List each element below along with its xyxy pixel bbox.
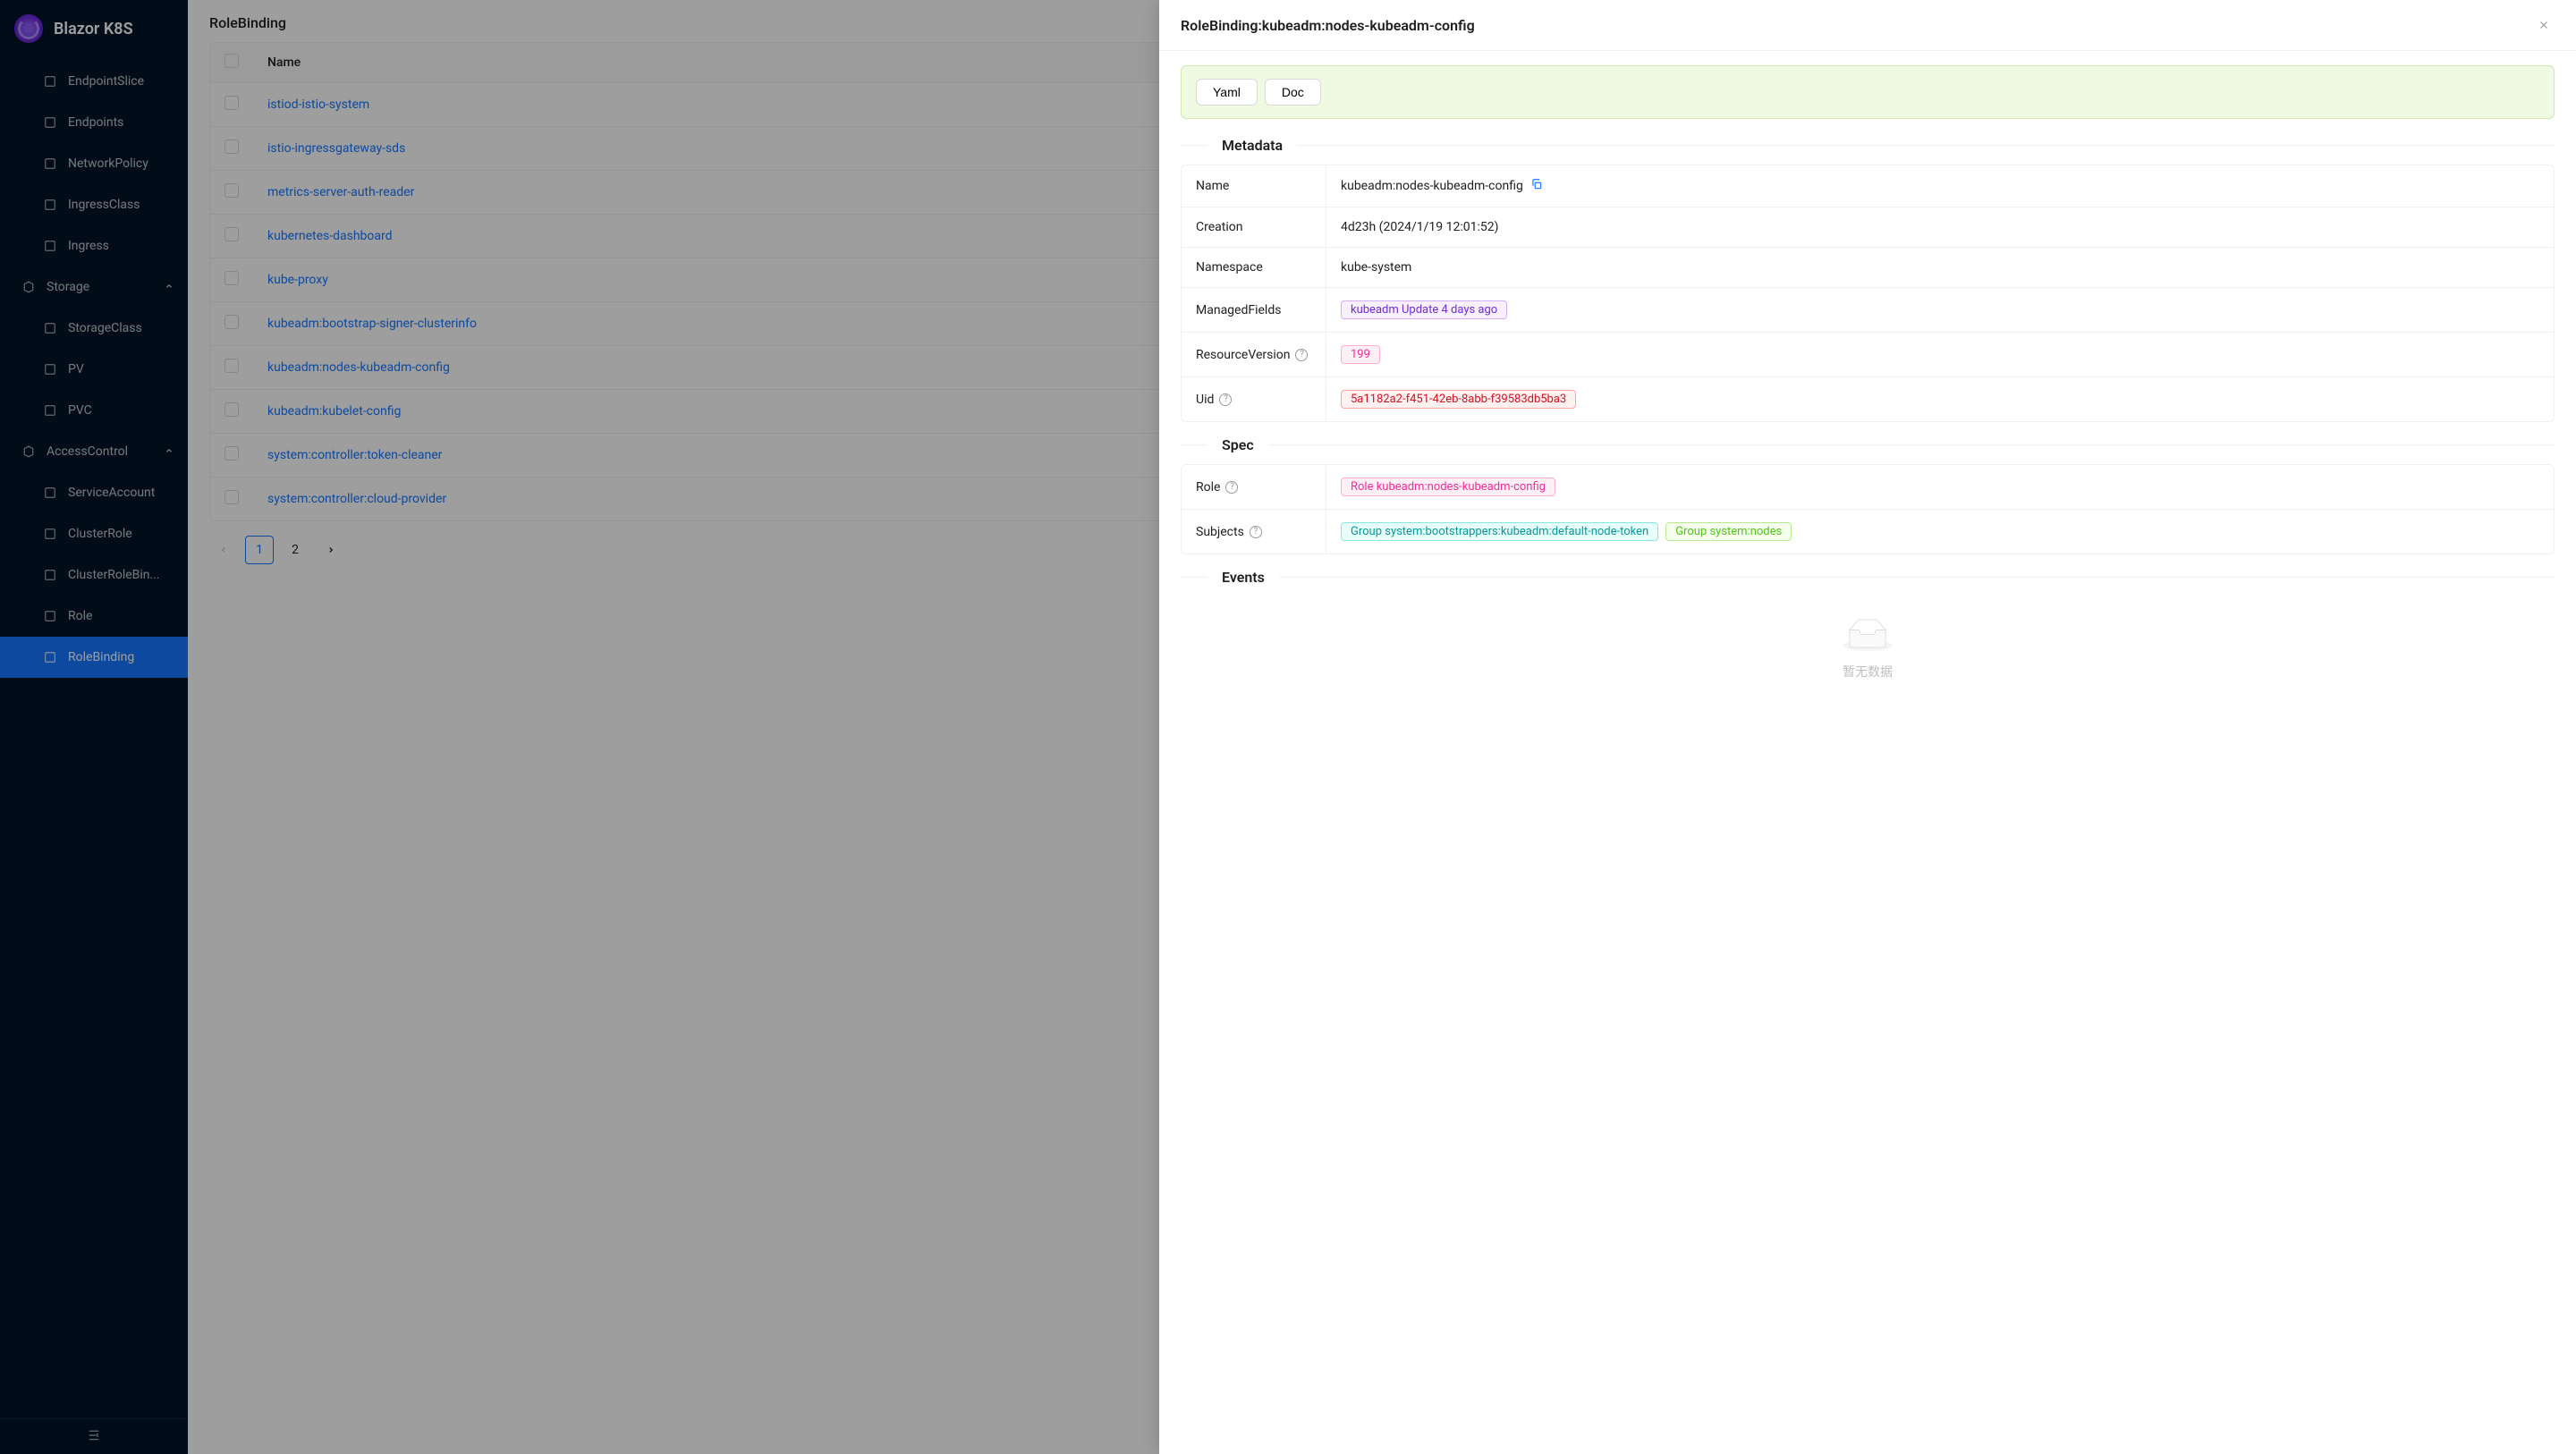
spec-label-subjects: Subjects	[1196, 525, 1244, 539]
section-spec: Spec	[1181, 436, 2555, 453]
yaml-button[interactable]: Yaml	[1196, 79, 1258, 106]
drawer-title: RoleBinding:kubeadm:nodes-kubeadm-config	[1181, 17, 1475, 34]
drawer-header: RoleBinding:kubeadm:nodes-kubeadm-config	[1159, 0, 2576, 51]
metadata-label-uid: Uid	[1196, 393, 1214, 407]
empty-icon	[1843, 618, 1893, 654]
spec-label-role: Role	[1196, 480, 1220, 495]
help-icon[interactable]: ?	[1295, 349, 1308, 361]
doc-button[interactable]: Doc	[1265, 79, 1321, 106]
section-title-spec: Spec	[1222, 436, 1254, 453]
detail-drawer: RoleBinding:kubeadm:nodes-kubeadm-config…	[1159, 0, 2576, 1454]
section-title-metadata: Metadata	[1222, 137, 1283, 154]
subject-tag: Group system:bootstrappers:kubeadm:defau…	[1341, 522, 1658, 541]
action-bar: Yaml Doc	[1181, 65, 2555, 119]
section-events: Events	[1181, 569, 2555, 586]
metadata-label-name: Name	[1182, 165, 1326, 207]
empty-text: 暂无数据	[1843, 663, 1893, 681]
metadata-label-managed: ManagedFields	[1182, 288, 1326, 332]
metadata-value-name: kubeadm:nodes-kubeadm-config	[1341, 179, 1523, 193]
metadata-label-rv: ResourceVersion	[1196, 348, 1290, 362]
managed-fields-tag: kubeadm Update 4 days ago	[1341, 300, 1507, 319]
uid-tag: 5a1182a2-f451-42eb-8abb-f39583db5ba3	[1341, 390, 1576, 409]
metadata-value-creation: 4d23h (2024/1/19 12:01:52)	[1341, 220, 1498, 234]
subject-tag: Group system:nodes	[1665, 522, 1792, 541]
spec-table: Role ? Role kubeadm:nodes-kubeadm-config…	[1181, 464, 2555, 554]
help-icon[interactable]: ?	[1219, 393, 1232, 406]
help-icon[interactable]: ?	[1250, 526, 1262, 538]
resource-version-tag: 199	[1341, 345, 1380, 364]
close-button[interactable]	[2533, 14, 2555, 36]
empty-state: 暂无数据	[1181, 596, 2555, 702]
metadata-value-namespace: kube-system	[1341, 260, 1411, 275]
metadata-label-namespace: Namespace	[1182, 248, 1326, 287]
section-metadata: Metadata	[1181, 137, 2555, 154]
metadata-table: Name kubeadm:nodes-kubeadm-config Creati…	[1181, 165, 2555, 422]
section-title-events: Events	[1222, 569, 1265, 586]
copy-icon[interactable]	[1530, 178, 1543, 194]
role-tag: Role kubeadm:nodes-kubeadm-config	[1341, 478, 1555, 496]
metadata-label-creation: Creation	[1182, 207, 1326, 247]
help-icon[interactable]: ?	[1225, 481, 1238, 494]
